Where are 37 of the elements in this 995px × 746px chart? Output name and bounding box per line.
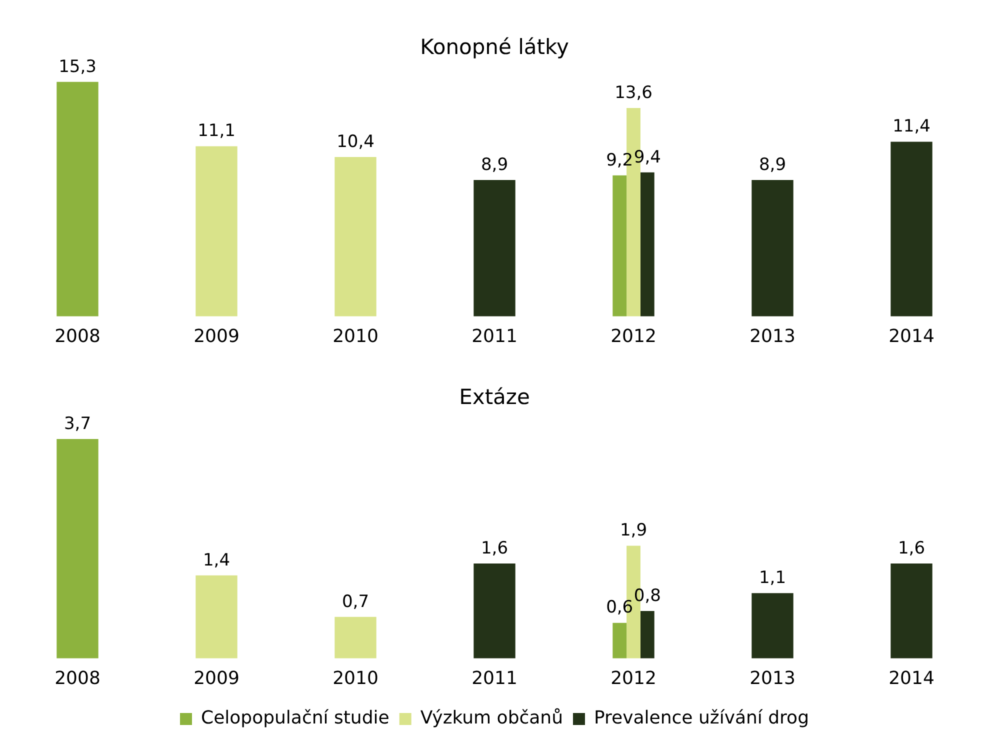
legend-label: Výzkum občanů — [420, 708, 563, 729]
data-label: 11,1 — [198, 121, 236, 142]
data-label: 1,6 — [898, 538, 926, 558]
x-tick-label: 2011 — [472, 668, 518, 689]
data-label: 1,9 — [620, 520, 648, 541]
data-label: 9,4 — [634, 147, 661, 168]
x-tick-label: 2009 — [194, 668, 240, 689]
data-label: 3,7 — [64, 414, 92, 434]
x-tick-label: 2014 — [888, 668, 934, 689]
data-label: 1,1 — [758, 568, 786, 588]
x-tick-label: 2010 — [332, 668, 378, 689]
data-label: 0,8 — [634, 586, 661, 606]
legend-label: Celopopulační studie — [201, 708, 390, 729]
data-label: 1,4 — [202, 550, 230, 570]
data-label: 0,7 — [342, 592, 370, 612]
data-label: 8,9 — [758, 154, 786, 175]
chart-title: Konopné látky — [420, 35, 569, 60]
x-tick-label: 2012 — [610, 668, 656, 689]
x-tick-label: 2013 — [750, 326, 796, 347]
data-label: 13,6 — [614, 82, 652, 103]
x-tick-label: 2014 — [888, 326, 934, 347]
data-label: 10,4 — [336, 132, 374, 152]
x-tick-label: 2013 — [750, 668, 796, 689]
x-tick-label: 2011 — [472, 326, 518, 347]
data-label: 8,9 — [480, 154, 508, 175]
chart-title: Extáze — [459, 385, 530, 410]
data-label: 1,6 — [480, 538, 508, 558]
data-label: 0,6 — [606, 598, 634, 618]
x-tick-label: 2008 — [54, 326, 100, 347]
legend-label: Prevalence užívání drog — [594, 708, 809, 729]
data-label: 15,3 — [58, 56, 96, 77]
x-tick-label: 2009 — [194, 326, 240, 347]
x-tick-label: 2010 — [332, 326, 378, 347]
data-label: 11,4 — [892, 116, 930, 137]
x-tick-label: 2012 — [610, 326, 656, 347]
data-label: 9,2 — [606, 150, 634, 170]
x-tick-label: 2008 — [54, 668, 100, 689]
